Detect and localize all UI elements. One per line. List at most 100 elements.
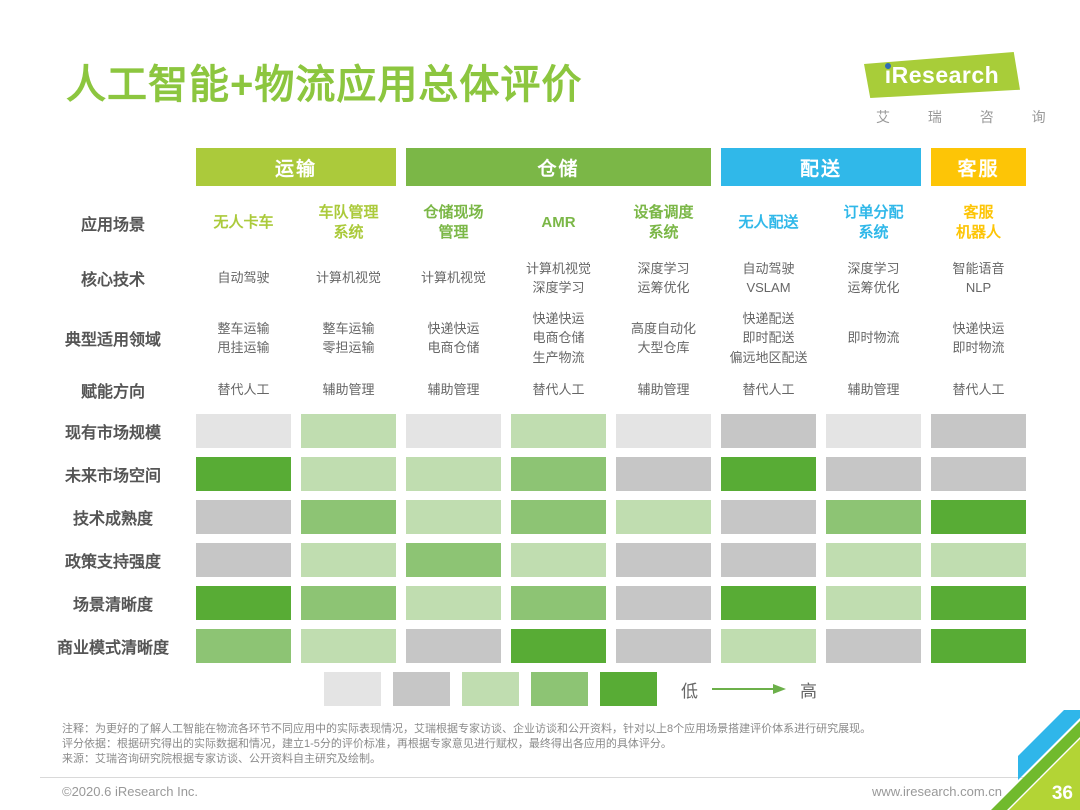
corner-triangles-icon: [991, 710, 1080, 810]
rating-cell-5-3: [511, 629, 606, 663]
rating-cell-4-6: [826, 586, 921, 620]
page-number: 36: [1051, 783, 1073, 804]
rating-cell-0-2: [406, 414, 501, 448]
rating-row-3: 政策支持强度: [40, 543, 1026, 577]
enablement-direction-col-1: 辅助管理: [322, 382, 375, 398]
page-title: 人工智能+物流应用总体评价: [66, 63, 583, 107]
rating-cell-2-5: [721, 500, 816, 534]
legend-high-label: 高: [800, 681, 817, 701]
group-row-spacer: [40, 148, 186, 186]
row-label-application-scenario: 应用场景: [80, 217, 145, 234]
core-technology-col-3: 计算机视觉 深度学习: [525, 260, 591, 296]
legend-low-label: 低: [681, 681, 698, 701]
row-label-enablement-direction: 赋能方向: [80, 384, 145, 401]
typical-domain-col-7: 快递快运 即时物流: [952, 320, 1005, 356]
rating-cell-4-7: [931, 586, 1026, 620]
info-rows: 应用场景 无人卡车 车队管理 系统 仓储现场 管理 AMR 设备调度 系统 无人配送 订单分配 系统 客…: [40, 194, 1026, 408]
rating-cell-4-5: [721, 586, 816, 620]
rating-cell-5-7: [931, 629, 1026, 663]
typical-domain-col-2: 快递快运 电商仓储: [427, 320, 480, 356]
rating-cell-1-6: [826, 457, 921, 491]
rating-cell-2-4: [616, 500, 711, 534]
rating-cell-2-6: [826, 500, 921, 534]
footer-website: www.iresearch.com.cn: [871, 784, 1002, 799]
rating-cell-2-3: [511, 500, 606, 534]
low-to-high-arrow-icon: [712, 684, 786, 694]
row-enablement-direction: 赋能方向 替代人工 辅助管理 辅助管理 替代人工 辅助管理 替代人工 辅助管理 替代人工: [40, 372, 1026, 408]
row-core-technology: 核心技术 自动驾驶 计算机视觉 计算机视觉 计算机视觉 深度学习 深度学习 运筹优化 自动驾驶 V…: [40, 252, 1026, 304]
footer-divider: [40, 777, 1040, 778]
rating-row-2: 技术成熟度: [40, 500, 1026, 534]
logo-text-rest: Research: [891, 61, 1000, 88]
legend: 低 高: [324, 672, 817, 706]
rating-cell-4-0: [196, 586, 291, 620]
group-header-customer-service: 客服: [931, 148, 1026, 186]
legend-swatch-1: [324, 672, 381, 706]
logo-subtext: 艾 瑞 咨 询: [876, 109, 1063, 125]
rating-cell-0-7: [931, 414, 1026, 448]
rating-row-label-4: 场景清晰度: [72, 597, 153, 614]
footer-copyright: ©2020.6 iResearch Inc.: [62, 784, 199, 799]
application-scenario-col-0: 无人卡车: [213, 213, 274, 231]
row-typical-domain: 典型适用领域 整车运输 甩挂运输 整车运输 零担运输 快递快运 电商仓储 快递快运 电商仓储 生产…: [40, 304, 1026, 372]
rating-cell-0-0: [196, 414, 291, 448]
rating-cell-0-5: [721, 414, 816, 448]
typical-domain-col-1: 整车运输 零担运输: [322, 320, 375, 356]
legend-swatch-4: [531, 672, 588, 706]
typical-domain-col-5: 快递配送 即时配送 偏远地区配送: [729, 310, 808, 365]
rating-cell-5-6: [826, 629, 921, 663]
core-technology-col-4: 深度学习 运筹优化: [637, 260, 690, 296]
rating-cell-4-4: [616, 586, 711, 620]
iresearch-logo: iResearch 艾 瑞 咨 询: [864, 52, 1063, 127]
rating-cell-4-2: [406, 586, 501, 620]
group-header-warehousing: 仓储: [406, 148, 711, 186]
logo-i-dot: i: [884, 61, 892, 88]
rating-row-5: 商业模式清晰度: [40, 629, 1026, 663]
logo-mark: iResearch: [864, 52, 1020, 98]
application-scenario-col-5: 无人配送: [738, 213, 799, 231]
application-scenario-col-6: 订单分配 系统: [843, 203, 904, 241]
rating-cell-5-1: [301, 629, 396, 663]
rating-rows: 现有市场规模未来市场空间技术成熟度政策支持强度 场景清晰度商业模式清晰度: [40, 414, 1026, 663]
rating-cell-2-1: [301, 500, 396, 534]
rating-cell-5-4: [616, 629, 711, 663]
rating-row-1: 未来市场空间: [40, 457, 1026, 491]
core-technology-col-2: 计算机视觉: [420, 270, 486, 286]
rating-cell-1-4: [616, 457, 711, 491]
row-application-scenario: 应用场景 无人卡车 车队管理 系统 仓储现场 管理 AMR 设备调度 系统 无人配送 订单分配 系统 客…: [40, 194, 1026, 252]
rating-cell-2-7: [931, 500, 1026, 534]
group-header-transport: 运输: [196, 148, 396, 186]
rating-cell-1-2: [406, 457, 501, 491]
rating-cell-3-0: [196, 543, 291, 577]
legend-swatches: [324, 672, 669, 706]
row-label-core-technology: 核心技术: [80, 272, 145, 289]
footnotes: 注释：为更好的了解人工智能在物流各环节不同应用中的实际表现情况，艾瑞根据专家访谈…: [62, 722, 1014, 767]
rating-cell-0-3: [511, 414, 606, 448]
rating-row-label-3: 政策支持强度: [64, 554, 161, 571]
rating-cell-5-2: [406, 629, 501, 663]
core-technology-col-0: 自动驾驶: [217, 270, 270, 286]
core-technology-col-1: 计算机视觉: [315, 270, 381, 286]
rating-cell-3-7: [931, 543, 1026, 577]
enablement-direction-col-7: 替代人工: [952, 382, 1005, 398]
footnote-3: 来源：艾瑞咨询研究院根据专家访谈、公开资料自主研究及绘制。: [62, 753, 381, 765]
rating-cell-2-2: [406, 500, 501, 534]
core-technology-col-7: 智能语音 NLP: [952, 260, 1005, 296]
footnote-1: 注释：为更好的了解人工智能在物流各环节不同应用中的实际表现情况，艾瑞根据专家访谈…: [62, 723, 872, 735]
evaluation-table: 运输 仓储 配送 客服 应用场景 无人卡车 车队管理 系统 仓储现场 管理 AMR 设备调度 系统 无人…: [40, 148, 1026, 672]
application-scenario-col-4: 设备调度 系统: [633, 203, 694, 241]
rating-cell-3-5: [721, 543, 816, 577]
typical-domain-col-3: 快递快运 电商仓储 生产物流: [532, 310, 585, 365]
rating-cell-2-0: [196, 500, 291, 534]
rating-row-label-0: 现有市场规模: [64, 425, 161, 442]
typical-domain-col-6: 即时物流: [847, 330, 900, 346]
enablement-direction-col-3: 替代人工: [532, 382, 585, 398]
rating-row-label-2: 技术成熟度: [72, 511, 153, 528]
footnote-2: 评分依据：根据研究得出的实际数据和情况，建立1-5分的评价标准，再根据专家意见进…: [62, 738, 672, 750]
rating-cell-0-4: [616, 414, 711, 448]
rating-cell-0-6: [826, 414, 921, 448]
row-label-typical-domain: 典型适用领域: [64, 332, 161, 349]
rating-cell-3-3: [511, 543, 606, 577]
core-technology-col-5: 自动驾驶 VSLAM: [742, 260, 795, 296]
logo-text: iResearch: [884, 61, 1000, 89]
